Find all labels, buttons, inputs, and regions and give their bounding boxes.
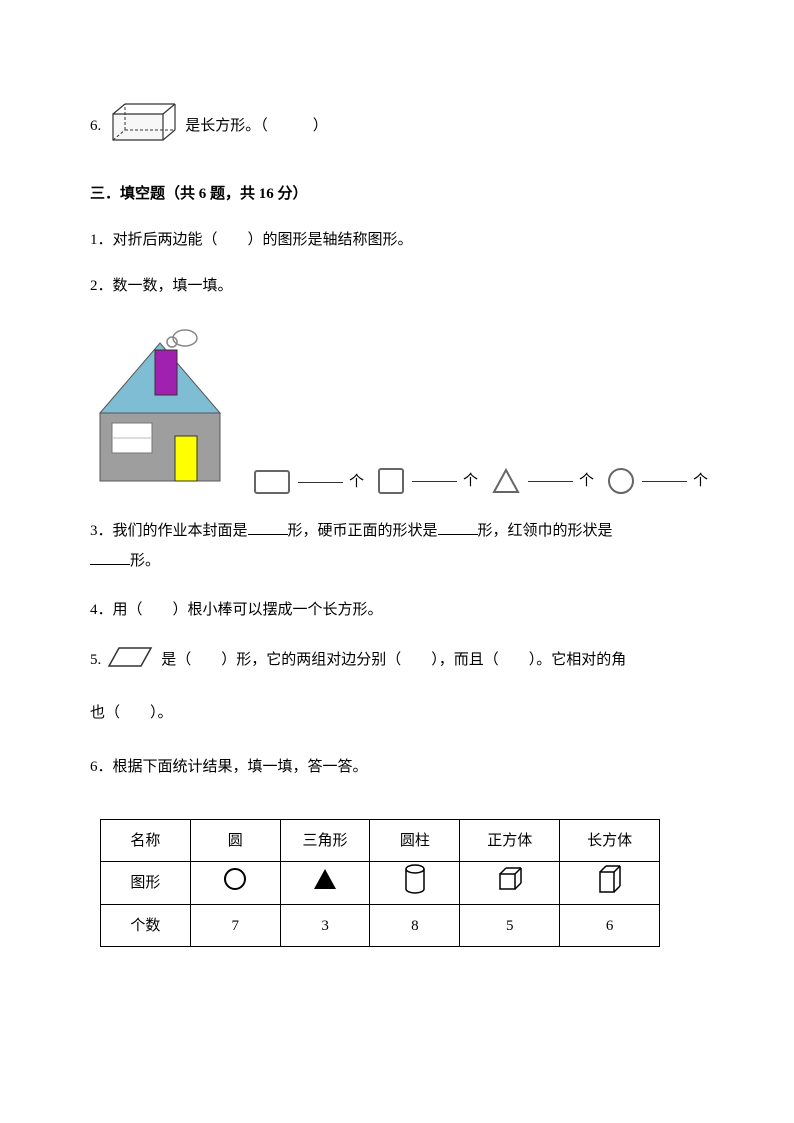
q6-top: 6. 是长方形。（ ） (90, 100, 704, 152)
q6-number: 6. (90, 114, 101, 138)
triangle-icon (280, 862, 370, 905)
section3-title: 三．填空题（共 6 题，共 16 分） (90, 182, 704, 206)
cube-icon (460, 862, 560, 905)
count-square: 个 (376, 466, 478, 496)
s3-q3: 3．我们的作业本封面是形，硬币正面的形状是形，红领巾的形状是 形。 (90, 516, 704, 576)
count-rectangle: 个 (252, 468, 364, 496)
q6-text: 是长方形。（ ） (185, 114, 328, 138)
s3-q6: 6．根据下面统计结果，填一填，答一答。 (90, 755, 704, 779)
s3-q4: 4．用（ ）根小棒可以摆成一个长方形。 (90, 598, 704, 622)
rect-cuboid-icon (560, 862, 660, 905)
cuboid-icon (107, 100, 179, 152)
house-icon (90, 328, 240, 496)
s3-q5: 5. 是（ ）形，它的两组对边分别（ ），而且（ ）。它相对的角 也（ ）。 (90, 644, 704, 725)
s3-q2-text: 2．数一数，填一填。 (90, 274, 704, 298)
stats-table: 名称 圆 三角形 圆柱 正方体 长方体 图形 个数 7 3 8 5 6 (90, 819, 704, 947)
q5-number: 5. (90, 644, 101, 677)
count-triangle: 个 (490, 466, 594, 496)
cylinder-icon (370, 862, 460, 905)
circle-icon (190, 862, 280, 905)
house-figure-row: 个 个 个 个 (90, 328, 704, 496)
table-row: 个数 7 3 8 5 6 (101, 905, 660, 947)
table-row: 图形 (101, 862, 660, 905)
s3-q1: 1．对折后两边能（ ）的图形是轴结称图形。 (90, 228, 704, 252)
parallelogram-icon (107, 644, 155, 683)
count-circle: 个 (606, 466, 708, 496)
table-row: 名称 圆 三角形 圆柱 正方体 长方体 (101, 820, 660, 862)
